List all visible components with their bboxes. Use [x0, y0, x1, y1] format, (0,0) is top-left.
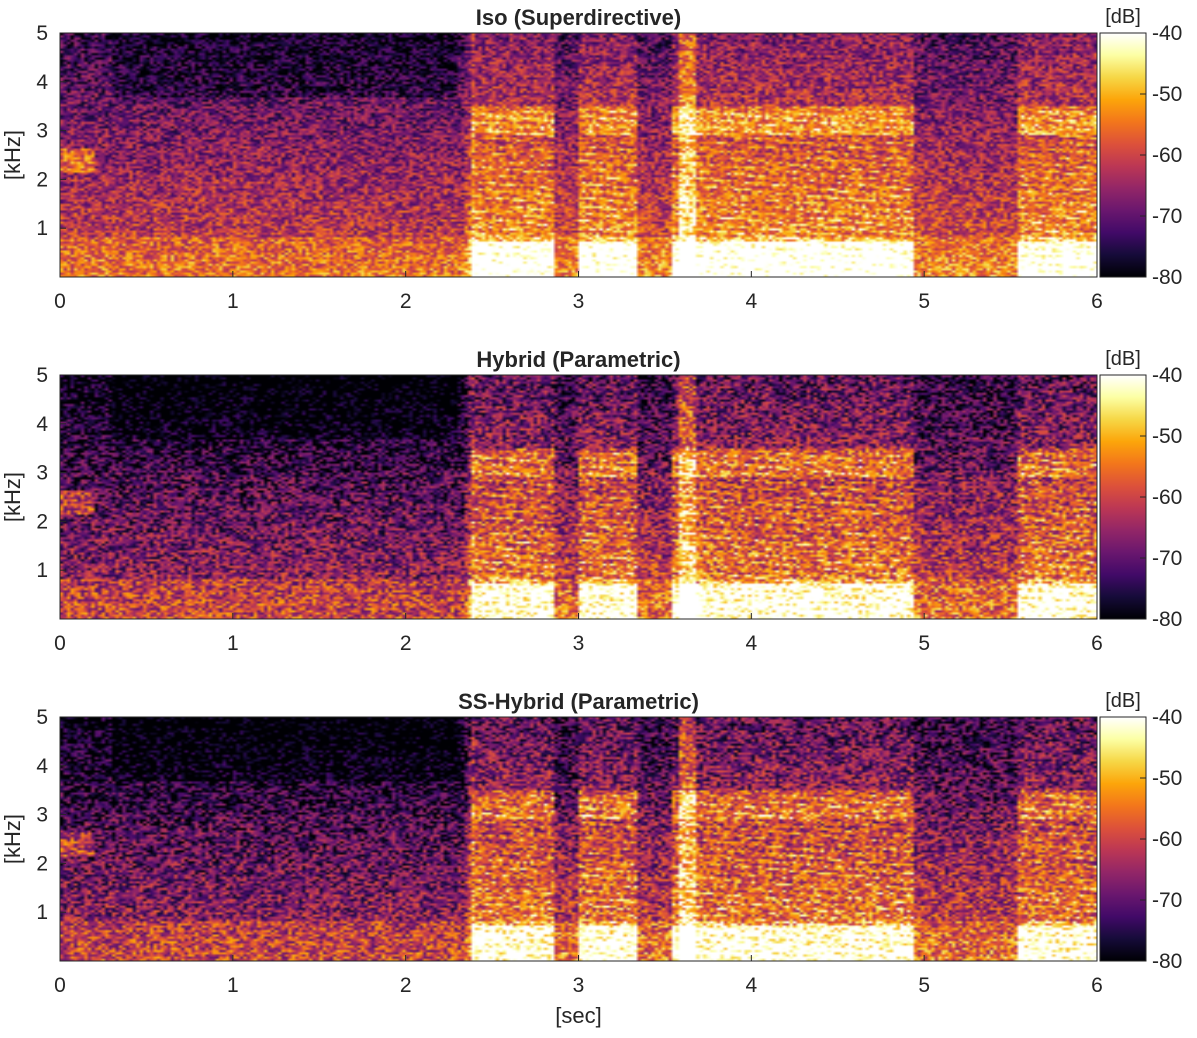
colorbar-tick-label: -50: [1152, 83, 1182, 106]
x-tick-label: 2: [400, 290, 412, 313]
y-tick-label: 2: [36, 168, 48, 191]
x-tick-label: 4: [745, 632, 757, 655]
colorbar-tick-label: -80: [1152, 608, 1182, 631]
x-tick-label: 0: [54, 290, 66, 313]
y-axis-label: [kHz]: [0, 814, 25, 864]
colorbar-tick-label: -80: [1152, 950, 1182, 973]
x-tick-label: 2: [400, 632, 412, 655]
y-tick-label: 5: [36, 706, 48, 729]
panel-title: Hybrid (Parametric): [476, 347, 680, 372]
y-tick-label: 5: [36, 364, 48, 387]
y-tick-label: 4: [36, 71, 48, 94]
colorbar-tick-label: -80: [1152, 266, 1182, 289]
y-tick-label: 3: [36, 804, 48, 827]
spectrogram-image: [60, 33, 1097, 277]
y-tick-label: 3: [36, 120, 48, 143]
colorbar: [1099, 716, 1147, 962]
x-tick-label: 6: [1091, 632, 1103, 655]
colorbar-tick-label: -70: [1152, 547, 1182, 570]
colorbar-tick-label: -70: [1152, 889, 1182, 912]
y-tick-label: 1: [36, 901, 48, 924]
x-tick-label: 4: [745, 290, 757, 313]
colorbar-tick-label: -60: [1152, 144, 1182, 167]
x-tick-label: 6: [1091, 974, 1103, 997]
x-tick-label: 1: [227, 632, 239, 655]
colorbar-tick-label: -70: [1152, 205, 1182, 228]
colorbar-tick-label: -60: [1152, 828, 1182, 851]
panel-title: Iso (Superdirective): [476, 5, 681, 30]
spectrogram-image: [60, 717, 1097, 961]
y-tick-label: 2: [36, 510, 48, 533]
y-tick-label: 1: [36, 559, 48, 582]
x-tick-label: 5: [918, 290, 930, 313]
y-tick-label: 1: [36, 217, 48, 240]
colorbar-tick-label: -50: [1152, 425, 1182, 448]
y-tick-label: 3: [36, 462, 48, 485]
colorbar-tick-label: -40: [1152, 22, 1182, 45]
x-tick-label: 1: [227, 290, 239, 313]
x-tick-label: 5: [918, 974, 930, 997]
colorbar-unit-label: [dB]: [1105, 6, 1141, 28]
panel-title: SS-Hybrid (Parametric): [458, 689, 699, 714]
x-tick-label: 3: [573, 290, 585, 313]
x-tick-label: 0: [54, 632, 66, 655]
colorbar-tick-label: -40: [1152, 706, 1182, 729]
x-tick-label: 1: [227, 974, 239, 997]
spectrogram-panel-2: Hybrid (Parametric) 0 1 2 3 4 5 6 1 2 3 4 5 [kHz] -40 -…: [0, 347, 1182, 655]
x-tick-label: 3: [573, 632, 585, 655]
x-axis-label: [sec]: [555, 1003, 601, 1028]
y-axis-label: [kHz]: [0, 472, 25, 522]
x-tick-label: 6: [1091, 290, 1103, 313]
spectrogram-panel-1: Iso (Superdirective) 0 1 2 3 4 5 6 1 2 3 4 5 [kHz] -40…: [0, 5, 1182, 313]
y-tick-label: 4: [36, 413, 48, 436]
colorbar-tick-label: -50: [1152, 767, 1182, 790]
y-tick-label: 2: [36, 852, 48, 875]
spectrogram-panel-3: SS-Hybrid (Parametric) 0 1 2 3 4 5 6 1 2 3 4 5 [kHz] […: [0, 689, 1182, 1028]
x-tick-label: 4: [745, 974, 757, 997]
colorbar-unit-label: [dB]: [1105, 348, 1141, 370]
x-tick-label: 3: [573, 974, 585, 997]
spectrogram-image: [60, 375, 1097, 619]
colorbar: [1099, 374, 1147, 620]
y-tick-label: 4: [36, 755, 48, 778]
colorbar-unit-label: [dB]: [1105, 690, 1141, 712]
y-tick-label: 5: [36, 22, 48, 45]
x-tick-label: 0: [54, 974, 66, 997]
x-tick-label: 2: [400, 974, 412, 997]
colorbar-tick-label: -40: [1152, 364, 1182, 387]
x-tick-label: 5: [918, 632, 930, 655]
colorbar: [1099, 32, 1147, 278]
colorbar-tick-label: -60: [1152, 486, 1182, 509]
y-axis-label: [kHz]: [0, 130, 25, 180]
